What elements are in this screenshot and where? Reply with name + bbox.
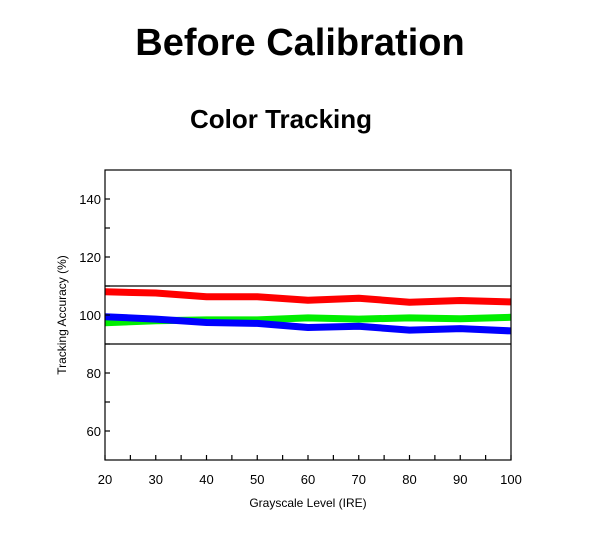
reference-lines [105, 285, 511, 345]
x-axis-ticks: 20 30 40 50 60 70 80 90 100 [98, 455, 522, 487]
x-tick-label: 100 [500, 472, 522, 487]
y-axis-label: Tracking Accuracy (%) [55, 255, 69, 375]
x-tick-label: 20 [98, 472, 112, 487]
series-line-1 [104, 288, 512, 306]
y-tick-label: 60 [87, 424, 101, 439]
series-line-3 [104, 313, 512, 335]
x-tick-label: 60 [301, 472, 315, 487]
x-tick-label: 80 [402, 472, 416, 487]
y-tick-label: 140 [79, 192, 101, 207]
x-axis-label: Grayscale Level (IRE) [249, 496, 366, 510]
y-tick-label: 100 [79, 308, 101, 323]
page-title: Before Calibration [135, 22, 465, 64]
y-tick-label: 120 [79, 250, 101, 265]
x-tick-label: 90 [453, 472, 467, 487]
x-tick-label: 70 [352, 472, 366, 487]
y-tick-label: 80 [87, 366, 101, 381]
x-tick-label: 30 [149, 472, 163, 487]
x-tick-label: 40 [199, 472, 213, 487]
x-tick-label: 50 [250, 472, 264, 487]
y-axis-ticks: 60 80 100 120 140 [79, 192, 110, 439]
series-lines [104, 288, 512, 335]
chart-title: Color Tracking [190, 104, 373, 134]
